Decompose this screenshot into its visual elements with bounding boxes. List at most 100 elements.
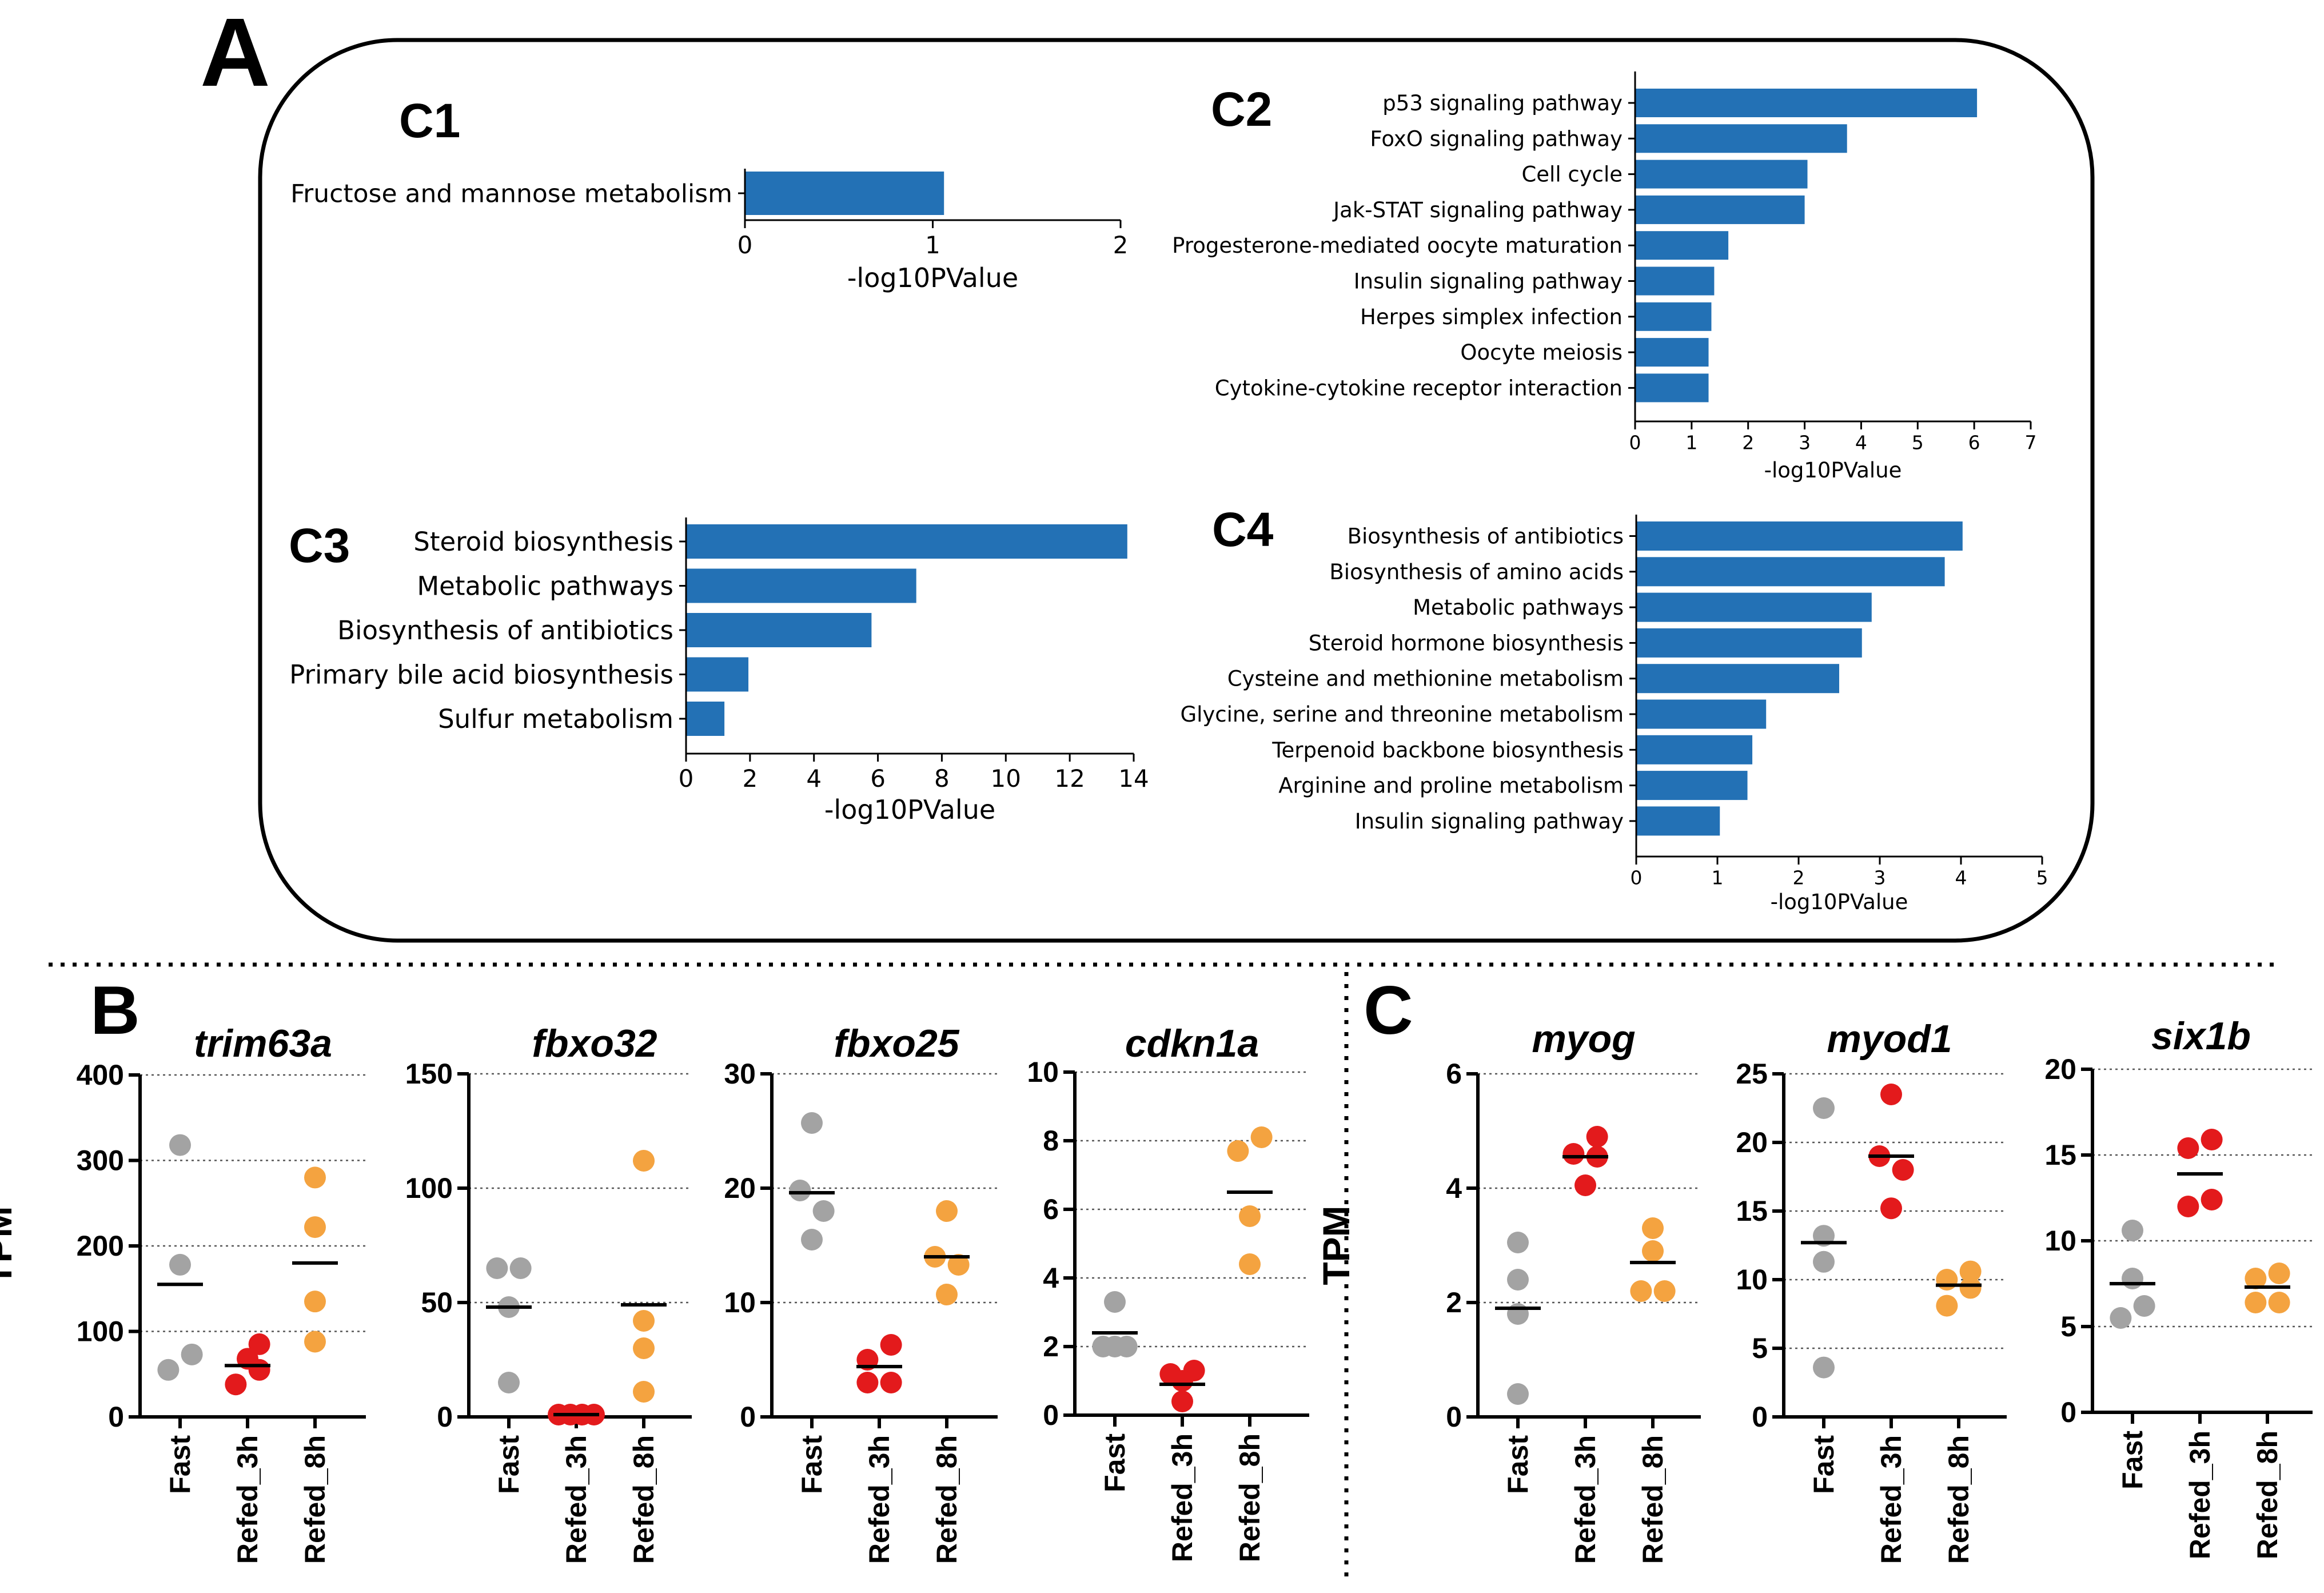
- x-tick-label: 6: [1968, 432, 1980, 454]
- data-point: [2177, 1137, 2199, 1159]
- c4-title: C4: [1212, 503, 1274, 556]
- data-point: [801, 1229, 823, 1250]
- data-point: [1642, 1217, 1664, 1239]
- x-category-label: Refed_3h: [560, 1435, 592, 1564]
- y-tick-label: 4: [1446, 1172, 1462, 1204]
- data-point: [181, 1343, 203, 1365]
- data-point: [1171, 1370, 1193, 1392]
- c1-title: C1: [399, 94, 460, 148]
- data-point: [1813, 1356, 1835, 1379]
- y-tick-label: 6: [1043, 1193, 1059, 1225]
- y-tick-label: 0: [1752, 1401, 1768, 1433]
- data-point: [812, 1200, 835, 1222]
- bar: [1635, 124, 1847, 153]
- category-label: Biosynthesis of amino acids: [1329, 560, 1624, 584]
- trim63a-title: trim63a: [194, 1022, 332, 1065]
- category-label: FoxO signaling pathway: [1370, 126, 1623, 151]
- category-label: Herpes simplex infection: [1360, 305, 1623, 329]
- data-point: [633, 1337, 655, 1359]
- data-point: [1562, 1143, 1585, 1165]
- c3-title: C3: [289, 519, 350, 572]
- y-tick-label: 2: [1043, 1331, 1059, 1363]
- y-tick-label: 10: [1736, 1264, 1768, 1296]
- category-label: Progesterone-mediated oocyte maturation: [1172, 233, 1623, 258]
- x-tick-label: 4: [1955, 867, 1967, 889]
- x-category-label: Refed_3h: [1166, 1433, 1198, 1562]
- bar: [745, 172, 944, 215]
- data-point: [1880, 1084, 1902, 1105]
- cdkn1a-dot-plot: cdkn1a 0 2 4 6 8 10 Fast Refed_3h Refed_8h: [1027, 1022, 1309, 1562]
- data-point: [169, 1253, 191, 1276]
- data-point: [2245, 1268, 2267, 1289]
- x-category-label: Fast: [2116, 1431, 2148, 1490]
- x-category-label: Fast: [1502, 1435, 1534, 1494]
- bar: [1635, 160, 1808, 189]
- data-point: [856, 1372, 879, 1393]
- bar: [1635, 338, 1709, 367]
- category-label: Primary bile acid biosynthesis: [289, 659, 673, 690]
- x-category-label: Refed_3h: [1875, 1435, 1907, 1564]
- x-axis-label: -log10PValue: [824, 794, 995, 825]
- x-category-label: Refed_8h: [1234, 1433, 1266, 1562]
- myog-title: myog: [1532, 1017, 1635, 1061]
- x-tick-label: 10: [991, 764, 1021, 792]
- data-point: [1813, 1097, 1835, 1119]
- y-tick-label: 0: [1446, 1401, 1462, 1433]
- x-category-label: Fast: [1099, 1433, 1131, 1492]
- category-label: Insulin signaling pathway: [1355, 809, 1624, 834]
- x-tick-label: 8: [934, 764, 950, 792]
- category-label: Biosynthesis of antibiotics: [337, 615, 673, 646]
- x-tick-label: 2: [742, 764, 758, 792]
- y-tick-label: 100: [77, 1316, 124, 1348]
- x-tick-label: 12: [1054, 764, 1085, 792]
- y-tick-label: 50: [421, 1287, 453, 1319]
- x-axis-label: -log10PValue: [847, 262, 1018, 293]
- data-point: [789, 1180, 811, 1201]
- y-tick-label: 8: [1043, 1125, 1059, 1157]
- bar: [1636, 699, 1767, 729]
- category-label: Metabolic pathways: [417, 571, 673, 601]
- cdkn1a-title: cdkn1a: [1125, 1022, 1259, 1065]
- bar: [1636, 592, 1872, 622]
- c4-bar-chart: C4 Biosynthesis of antibiotics Biosynthesi…: [1180, 503, 2048, 914]
- category-label: Sulfur metabolism: [438, 704, 673, 734]
- y-tick-label: 0: [2060, 1396, 2076, 1428]
- bar: [686, 613, 872, 647]
- bar: [1635, 195, 1805, 224]
- data-point: [2122, 1220, 2143, 1241]
- data-point: [880, 1372, 902, 1393]
- y-tick-label: 400: [77, 1059, 124, 1091]
- x-tick-label: 14: [1118, 764, 1149, 792]
- bar: [1636, 806, 1720, 836]
- x-category-label: Refed_8h: [931, 1435, 963, 1564]
- data-point: [2268, 1292, 2290, 1313]
- x-category-label: Fast: [164, 1435, 196, 1494]
- c3-bar-chart: C3 Steroid biosynthesis Metabolic pathways…: [289, 517, 1149, 825]
- data-point: [304, 1331, 326, 1353]
- y-tick-label: 5: [1752, 1332, 1768, 1364]
- bar: [686, 657, 749, 692]
- panel-c-label: C: [1364, 972, 1413, 1049]
- bar: [1636, 628, 1862, 658]
- x-tick-label: 0: [738, 231, 753, 259]
- x-tick-label: 7: [2025, 432, 2037, 454]
- data-point: [304, 1216, 326, 1238]
- data-point: [1880, 1197, 1902, 1220]
- x-category-label: Refed_8h: [1637, 1435, 1669, 1564]
- bar: [1635, 231, 1729, 260]
- data-point: [1507, 1303, 1529, 1325]
- data-point: [225, 1373, 247, 1396]
- bar: [1635, 373, 1709, 403]
- y-tick-label: 0: [108, 1401, 124, 1433]
- category-label: Cysteine and methionine metabolism: [1227, 667, 1624, 691]
- data-point: [1959, 1260, 1982, 1283]
- x-tick-label: 1: [925, 231, 940, 259]
- bar: [686, 702, 725, 736]
- data-point: [2201, 1129, 2223, 1150]
- data-point: [1586, 1126, 1608, 1148]
- x-category-label: Refed_3h: [2184, 1431, 2216, 1559]
- data-point: [2177, 1196, 2199, 1217]
- y-tick-label: 20: [1736, 1126, 1768, 1158]
